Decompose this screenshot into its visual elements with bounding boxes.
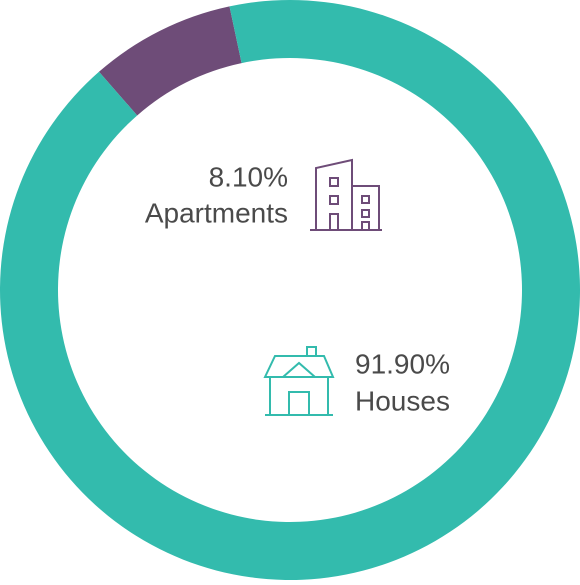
- house-icon: [263, 346, 335, 416]
- category-label: Apartments: [145, 197, 288, 228]
- value-label: 8.10%: [209, 161, 288, 192]
- value-label: 91.90%: [355, 348, 450, 379]
- apartment-icon: [310, 158, 382, 231]
- category-label: Houses: [355, 385, 450, 416]
- donut-segment: [98, 6, 242, 116]
